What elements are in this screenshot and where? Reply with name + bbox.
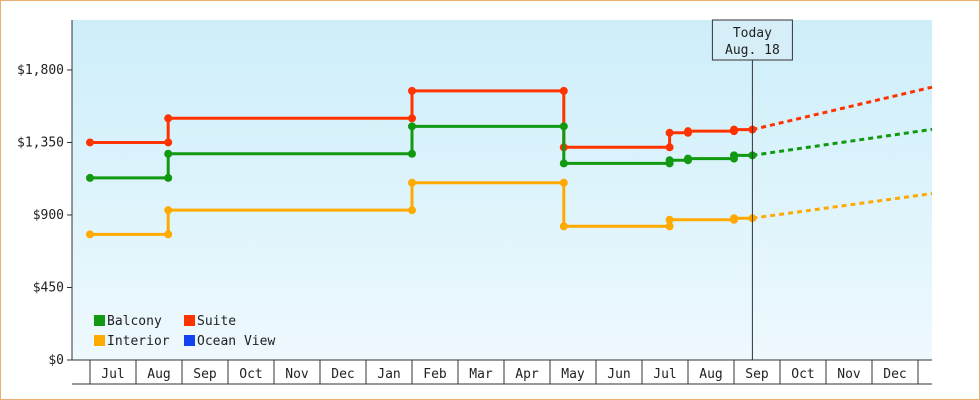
x-axis: Jul Aug Sep Oct Nov Dec Jan Feb Mar Apr May Jun Jul A… xyxy=(72,359,932,385)
x-tick-label: Aug xyxy=(147,367,170,382)
series-point xyxy=(684,127,692,136)
today-box xyxy=(711,19,793,61)
plot-area xyxy=(72,20,932,360)
legend-swatch xyxy=(94,315,105,326)
x-tick-label: Mar xyxy=(469,367,493,382)
legend-item: Balcony xyxy=(94,314,162,329)
series-point xyxy=(164,230,173,239)
series-forecast-line xyxy=(752,127,933,157)
legend-item: Suite xyxy=(184,314,236,329)
series-point xyxy=(408,149,416,158)
y-axis: $0 $450 $900 $1,350 $1,800 xyxy=(17,20,73,368)
series-point xyxy=(408,178,416,187)
x-tick-label: Apr xyxy=(515,367,539,382)
x-tick-label: Nov xyxy=(837,367,861,382)
series-point xyxy=(665,156,674,165)
series-point xyxy=(408,206,416,215)
series-suite xyxy=(86,85,933,152)
y-tick-label: $450 xyxy=(33,280,64,295)
x-tick-label: Oct xyxy=(791,367,814,382)
y-tick-label: $900 xyxy=(33,208,64,223)
series-point xyxy=(408,114,416,123)
x-tick-label: Dec xyxy=(883,367,906,382)
today-date: Aug. 18 xyxy=(725,43,780,58)
series-point xyxy=(164,114,173,123)
legend-label: Balcony xyxy=(107,314,162,329)
x-tick-label: Jul xyxy=(101,367,124,382)
series-point xyxy=(86,138,94,147)
series-point xyxy=(730,214,738,223)
series-point xyxy=(665,143,674,152)
legend: Balcony Suite Interior Ocean View xyxy=(94,314,275,349)
series-point xyxy=(164,206,173,215)
series-point xyxy=(559,86,568,95)
series-interior xyxy=(86,178,933,239)
series-point xyxy=(559,178,568,187)
series-point xyxy=(559,122,568,131)
series-layer xyxy=(86,85,933,239)
x-tick-label: Feb xyxy=(423,367,447,382)
x-tick-label: Jan xyxy=(377,367,400,382)
y-tick-label: $1,350 xyxy=(17,135,64,150)
x-tick-label: Jun xyxy=(607,367,630,382)
x-tick-label: Aug xyxy=(699,367,722,382)
series-point xyxy=(164,149,173,158)
legend-label: Suite xyxy=(197,314,236,329)
series-point xyxy=(665,128,674,137)
today-label: Today xyxy=(733,26,772,41)
series-point xyxy=(730,151,738,160)
legend-swatch xyxy=(94,335,105,346)
y-tick-label: $0 xyxy=(48,353,64,368)
legend-label: Ocean View xyxy=(197,334,275,349)
series-line xyxy=(90,124,753,180)
series-forecast-line xyxy=(752,192,933,220)
series-point xyxy=(86,173,94,182)
x-tick-label: Oct xyxy=(239,367,262,382)
x-tick-label: Sep xyxy=(745,367,769,382)
today-marker: Today Aug. 18 xyxy=(711,19,793,360)
series-point xyxy=(86,230,94,239)
legend-item: Interior xyxy=(94,334,170,349)
series-point xyxy=(665,222,674,231)
y-tick-label: $1,800 xyxy=(17,63,64,78)
legend-label: Interior xyxy=(107,334,170,349)
series-line xyxy=(90,89,753,149)
series-forecast-line xyxy=(752,85,933,132)
series-point xyxy=(665,215,674,224)
legend-swatch xyxy=(184,315,195,326)
series-point xyxy=(559,159,568,168)
series-point xyxy=(408,86,416,95)
x-tick-label: Jul xyxy=(653,367,676,382)
x-tick-label: May xyxy=(561,367,585,382)
legend-item: Ocean View xyxy=(184,334,275,349)
series-point xyxy=(559,222,568,231)
series-point xyxy=(730,125,738,134)
x-tick-label: Nov xyxy=(285,367,309,382)
series-point xyxy=(164,138,173,147)
legend-swatch xyxy=(184,335,195,346)
series-point xyxy=(684,154,692,163)
series-point xyxy=(164,173,173,182)
x-tick-label: Sep xyxy=(193,367,217,382)
x-tick-label: Dec xyxy=(331,367,354,382)
series-balcony xyxy=(86,122,933,182)
series-point xyxy=(408,122,416,131)
